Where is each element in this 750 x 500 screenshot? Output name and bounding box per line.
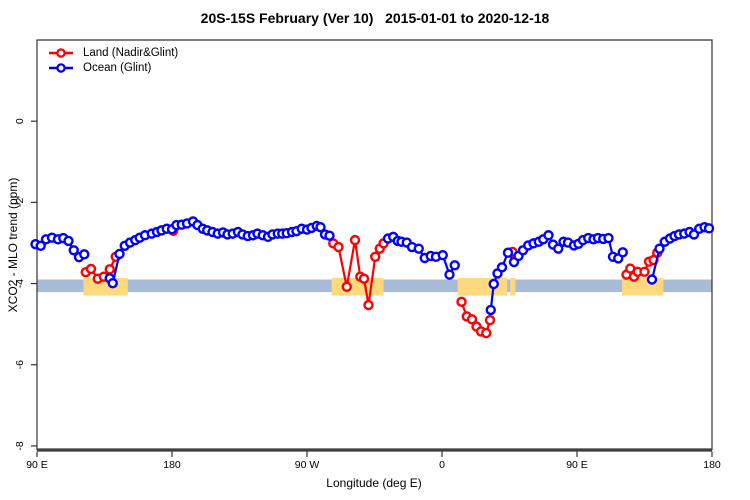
x-tick-label: 180 [163, 459, 181, 471]
data-point-marker [85, 263, 97, 275]
legend-item-land: Land (Nadir&Glint) [48, 46, 178, 59]
y-axis-title: XCO2 - MLO trend (ppm) [6, 177, 20, 313]
x-tick-label: 90 E [26, 459, 48, 471]
data-point-marker [35, 240, 46, 252]
x-axis-title: Longitude (deg E) [326, 476, 422, 490]
data-point-marker [639, 266, 650, 277]
data-point-marker [646, 274, 658, 285]
data-point-marker [481, 327, 492, 339]
data-point-marker [703, 223, 715, 234]
y-tick-label: 0 [14, 118, 26, 124]
data-point-marker [617, 247, 628, 258]
data-point-marker [349, 234, 361, 246]
x-tick-label: 0 [439, 459, 445, 471]
data-point-marker [68, 245, 79, 256]
data-point-marker [553, 243, 564, 254]
x-tick-label: 90 E [566, 459, 588, 471]
legend-label-ocean: Ocean (Glint) [83, 61, 152, 74]
data-point-marker [485, 304, 496, 316]
data-point-marker [502, 247, 514, 258]
series-ocean [30, 216, 715, 316]
highlight-segment [510, 278, 516, 296]
data-point-marker [370, 251, 381, 262]
data-point-marker [413, 243, 424, 254]
y-axis: 0 -2 -4 -6 -8 [14, 118, 37, 451]
data-point-marker [456, 296, 467, 308]
y-tick-label: -4 [14, 279, 26, 288]
x-tick-label: 90 W [295, 459, 320, 471]
data-point-marker [603, 232, 614, 244]
data-point-marker [63, 235, 74, 247]
data-point-marker [104, 264, 115, 275]
highlight-segment [457, 278, 508, 296]
data-point-marker [484, 314, 496, 326]
data-point-marker [488, 278, 499, 290]
data-point-marker [315, 221, 326, 233]
land-line-marker-icon [49, 47, 73, 58]
data-point-marker [449, 260, 460, 271]
series-land [80, 225, 663, 339]
legend-item-ocean: Ocean (Glint) [48, 61, 178, 74]
x-tick-label: 180 [703, 459, 721, 471]
y-tick-label: -6 [14, 360, 26, 369]
y-tick-label: -8 [14, 441, 26, 450]
legend: Land (Nadir&Glint) Ocean (Glint) [48, 46, 178, 74]
data-point-marker [543, 230, 554, 241]
data-point-marker [437, 249, 448, 261]
data-point-marker [444, 269, 455, 280]
data-point-marker [333, 241, 344, 253]
x-axis: 90 E 180 90 W 0 90 E 180 [26, 451, 721, 471]
data-point-marker [107, 277, 118, 289]
ocean-line-marker-icon [49, 62, 73, 73]
data-point-marker [466, 314, 478, 325]
y-tick-label: -2 [14, 198, 26, 207]
data-point-marker [363, 299, 374, 311]
data-point-marker [324, 230, 335, 241]
data-point-marker [341, 281, 352, 293]
data-point-marker [654, 243, 665, 254]
data-point-marker [79, 249, 90, 260]
legend-label-land: Land (Nadir&Glint) [83, 46, 179, 59]
data-point-marker [114, 248, 125, 260]
data-point-marker [496, 262, 508, 273]
chart-title: 20S-15S February (Ver 10) 2015-01-01 to … [200, 10, 550, 26]
data-point-marker [358, 273, 370, 284]
